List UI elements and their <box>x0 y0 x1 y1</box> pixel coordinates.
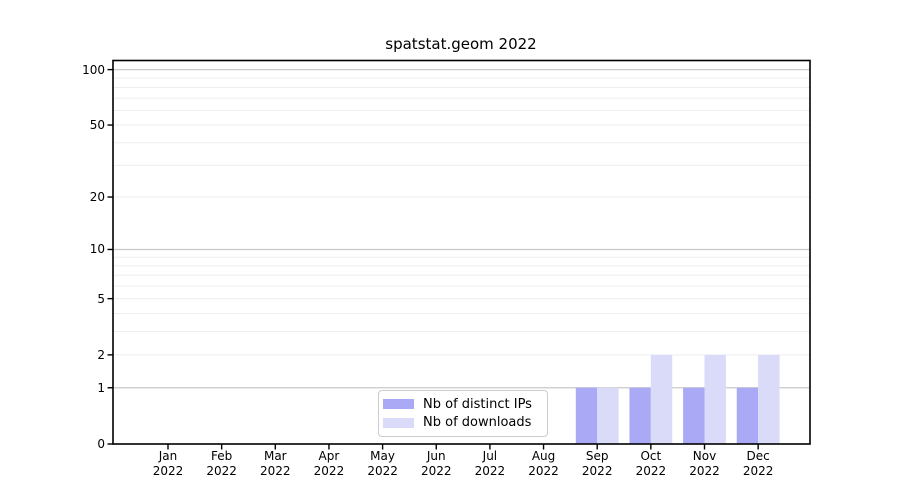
x-tick-label: Sep 2022 <box>581 449 613 478</box>
y-tick-label: 2 <box>97 347 105 362</box>
x-tick-label: Mar 2022 <box>260 449 291 478</box>
y-tick-label: 20 <box>89 190 105 205</box>
x-tick-label: Oct 2022 <box>635 449 667 478</box>
y-tick-label: 1 <box>97 380 105 395</box>
y-tick-label: 5 <box>97 291 105 306</box>
x-tick-label: Nov 2022 <box>689 449 720 478</box>
x-tick-label: May 2022 <box>367 449 398 478</box>
x-tick-label: Jan 2022 <box>152 449 184 478</box>
x-tick-label: Apr 2022 <box>313 449 345 478</box>
legend-item-downloads: Nb of downloads <box>383 414 547 433</box>
y-tick-label: 0 <box>97 437 105 451</box>
legend-swatch-downloads <box>383 417 414 428</box>
x-tick-label: Jul 2022 <box>474 449 506 478</box>
x-tick-label: Jun 2022 <box>420 449 452 478</box>
y-tick-label: 50 <box>89 118 105 133</box>
chart-title: spatstat.geom 2022 <box>385 35 537 53</box>
legend-swatch-distinct-ips <box>383 399 414 410</box>
legend-item-distinct-ips: Nb of distinct IPs <box>383 395 547 414</box>
y-tick-label: 10 <box>89 242 105 257</box>
legend-label-distinct-ips: Nb of distinct IPs <box>423 396 532 412</box>
x-tick-label: Feb 2022 <box>206 449 237 478</box>
x-tick-label: Dec 2022 <box>742 449 774 478</box>
legend-label-downloads: Nb of downloads <box>423 415 532 431</box>
legend: Nb of distinct IPs Nb of downloads <box>378 390 548 437</box>
y-tick-label: 100 <box>82 62 105 77</box>
x-tick-label: Aug 2022 <box>528 449 559 478</box>
